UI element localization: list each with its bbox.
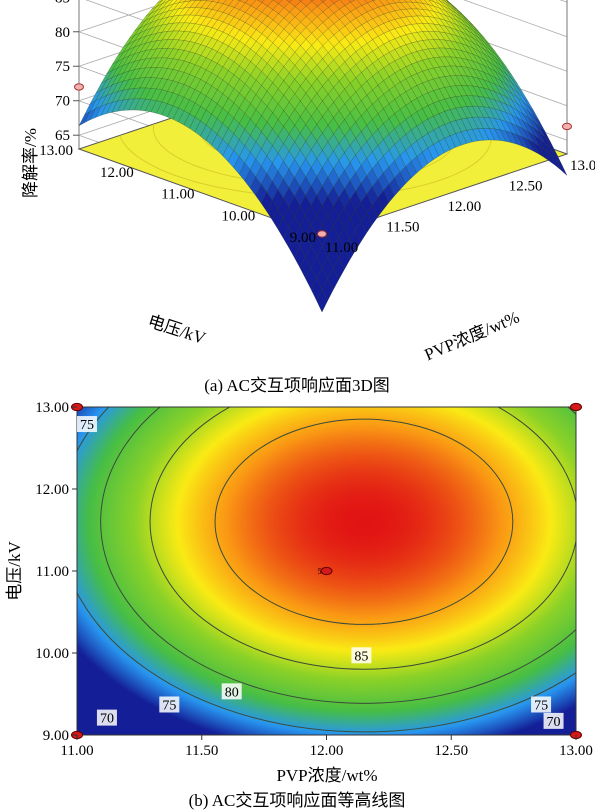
design-point: [570, 402, 582, 412]
caption-b: (b) AC交互项响应面等高线图: [189, 791, 406, 810]
contour-label: 75: [534, 698, 548, 713]
surface-cell: [316, 288, 328, 313]
axis-ticks: 9085807570659.0010.0011.0012.0013.0011.0…: [39, 0, 595, 256]
grid-line: [463, 0, 568, 38]
z-tick-label: 70: [55, 94, 70, 110]
contour-line: [214, 418, 514, 625]
contour-panel: 75 85 80 75 70 75 70 5 13.00 12.00 11.00 10.00 9.0…: [5, 400, 593, 810]
y-tick-label: 12.00: [100, 165, 134, 181]
response-surface: [78, 0, 568, 313]
contour-label: 75: [80, 418, 94, 433]
y-tick-label: 12.00: [35, 482, 69, 498]
surface-cell: [286, 0, 293, 3]
z-tick-label: 65: [55, 128, 70, 144]
design-point: [320, 566, 333, 576]
surface-cell: [309, 0, 314, 2]
y-tick-label: 11.00: [36, 564, 69, 580]
y-tick-label: 13.00: [39, 143, 73, 159]
surface-3d-panel: 9085807570659.0010.0011.0012.0013.0011.0…: [21, 0, 595, 395]
y-tick-label: 10.00: [35, 646, 69, 662]
contour-line: [77, 407, 576, 733]
x-tick-label: 13.00: [570, 158, 595, 174]
design-point: [74, 83, 84, 91]
x-tick-label: 12.00: [448, 199, 482, 215]
x-tick-label: 11.50: [386, 220, 419, 236]
x-tick-label: 11.00: [325, 240, 358, 256]
contour-line: [100, 407, 576, 704]
x-tick-label: 12.50: [509, 179, 543, 195]
contour-label-bg: [543, 712, 564, 729]
z-axis-label: 降解率/%: [21, 128, 40, 198]
contour-label: 75: [162, 698, 176, 713]
design-points: [74, 83, 572, 238]
contour-line: [149, 407, 576, 670]
y-tick-label: 13.00: [35, 400, 69, 416]
z-tick-label: 85: [55, 0, 70, 6]
design-point-label: 5: [318, 567, 322, 576]
contour-lines: [77, 407, 576, 733]
surface-cell: [298, 0, 303, 2]
contour-label-bg: [159, 696, 180, 713]
design-point: [317, 230, 327, 238]
x-tick-label: 12.50: [434, 743, 468, 759]
y-tick-label: 9.00: [290, 230, 316, 246]
contour-label: 70: [100, 712, 114, 727]
contour-labels: 75 85 80 75 70 75 70: [76, 416, 564, 730]
x-axis-label: PVP浓度/wt%: [276, 766, 377, 785]
contour-label-bg: [531, 696, 552, 713]
contour-label-bg: [96, 709, 117, 726]
x-axis-label: PVP浓度/wt%: [422, 307, 522, 364]
y-tick-label: 10.00: [222, 208, 256, 224]
z-tick-label: 80: [55, 25, 70, 41]
contour-label: 70: [547, 715, 561, 730]
contour-label: 85: [354, 649, 368, 664]
contour-label-bg: [221, 683, 242, 700]
y-tick-label: 9.00: [43, 728, 69, 744]
x-tick-label: 11.00: [60, 743, 93, 759]
contour-label: 80: [225, 685, 239, 700]
contour-label-bg: [76, 416, 97, 433]
y-tick-label: 11.00: [161, 187, 194, 203]
caption-a: (a) AC交互项响应面3D图: [204, 376, 390, 395]
grid-line: [78, 0, 176, 33]
surface-cell: [320, 0, 327, 3]
y-axis-label: 电压/kV: [145, 312, 208, 349]
x-tick-label: 12.00: [310, 743, 344, 759]
x-tick-label: 13.00: [559, 743, 593, 759]
y-axis-label: 电压/kV: [5, 541, 24, 601]
design-point: [562, 122, 572, 131]
z-tick-label: 75: [55, 59, 70, 75]
x-tick-label: 11.50: [185, 743, 218, 759]
contour-label-bg: [351, 647, 372, 664]
